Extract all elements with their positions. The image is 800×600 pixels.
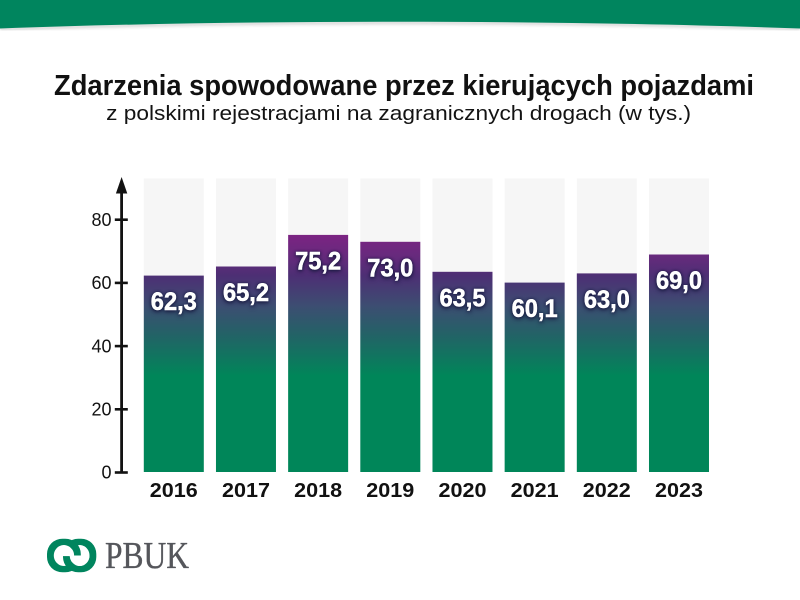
svg-text:PBUK: PBUK (105, 535, 189, 577)
svg-text:Zdarzenia spowodowane przez ki: Zdarzenia spowodowane przez kierujących … (54, 70, 754, 102)
svg-text:2019: 2019 (366, 480, 414, 502)
svg-text:69,0: 69,0 (656, 267, 702, 295)
svg-text:63,5: 63,5 (439, 284, 485, 312)
svg-text:62,3: 62,3 (151, 288, 197, 316)
svg-text:60,1: 60,1 (512, 295, 558, 323)
svg-text:2017: 2017 (222, 480, 270, 502)
svg-text:73,0: 73,0 (367, 254, 413, 282)
svg-text:73,0: 73,0 (367, 254, 413, 282)
svg-text:69,0: 69,0 (656, 267, 702, 295)
svg-text:40: 40 (91, 336, 111, 356)
svg-text:63,5: 63,5 (439, 284, 485, 312)
svg-text:62,3: 62,3 (151, 288, 197, 316)
svg-text:20: 20 (91, 400, 111, 420)
svg-text:63,0: 63,0 (584, 286, 630, 314)
svg-text:80: 80 (91, 210, 111, 230)
svg-text:2018: 2018 (294, 480, 342, 502)
svg-text:2016: 2016 (150, 480, 198, 502)
svg-text:60,1: 60,1 (512, 295, 558, 323)
svg-text:75,2: 75,2 (295, 247, 341, 275)
svg-text:2020: 2020 (438, 480, 486, 502)
svg-text:65,2: 65,2 (223, 279, 269, 307)
svg-text:0: 0 (101, 463, 111, 483)
svg-text:z polskimi rejestracjami na za: z polskimi rejestracjami na zagranicznyc… (106, 103, 691, 125)
svg-text:2023: 2023 (655, 480, 703, 502)
svg-text:75,2: 75,2 (295, 247, 341, 275)
svg-text:65,2: 65,2 (223, 279, 269, 307)
svg-text:2022: 2022 (583, 480, 631, 502)
svg-text:60: 60 (91, 273, 111, 293)
svg-text:63,0: 63,0 (584, 286, 630, 314)
svg-text:2021: 2021 (511, 480, 559, 502)
